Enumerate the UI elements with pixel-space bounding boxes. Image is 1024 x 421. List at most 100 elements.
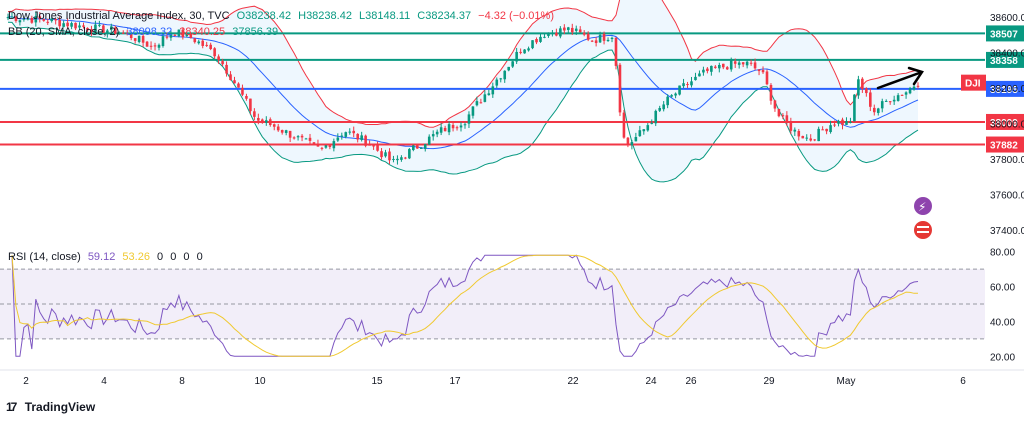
- candle[interactable]: [872, 107, 876, 113]
- candle[interactable]: [475, 101, 479, 106]
- candle[interactable]: [876, 108, 880, 113]
- candle[interactable]: [916, 85, 920, 87]
- candle[interactable]: [837, 120, 840, 124]
- candle[interactable]: [121, 32, 125, 34]
- candle[interactable]: [344, 132, 348, 137]
- candle[interactable]: [769, 84, 773, 101]
- candle[interactable]: [149, 45, 153, 47]
- candle[interactable]: [463, 124, 467, 126]
- candle[interactable]: [356, 133, 359, 140]
- candle[interactable]: [547, 32, 550, 36]
- candle[interactable]: [574, 28, 578, 31]
- arrow-annotation-icon[interactable]: [876, 66, 924, 90]
- candle[interactable]: [193, 38, 197, 43]
- candle[interactable]: [161, 36, 165, 47]
- candle[interactable]: [86, 27, 89, 31]
- candle[interactable]: [209, 44, 212, 50]
- candle[interactable]: [82, 25, 85, 27]
- candle[interactable]: [201, 40, 205, 46]
- candle[interactable]: [292, 137, 296, 139]
- candle[interactable]: [237, 83, 240, 88]
- candle[interactable]: [185, 32, 189, 36]
- candle[interactable]: [721, 63, 725, 68]
- candle[interactable]: [241, 87, 244, 95]
- candle[interactable]: [74, 22, 77, 29]
- candle[interactable]: [590, 40, 594, 42]
- candle[interactable]: [602, 33, 606, 41]
- candle[interactable]: [865, 88, 868, 94]
- candle[interactable]: [447, 124, 451, 133]
- candle[interactable]: [257, 117, 260, 121]
- candle[interactable]: [694, 76, 697, 81]
- candle[interactable]: [745, 61, 749, 66]
- candle[interactable]: [110, 26, 113, 30]
- candle[interactable]: [38, 16, 42, 19]
- candle[interactable]: [594, 40, 598, 44]
- candle[interactable]: [400, 157, 403, 160]
- candle[interactable]: [451, 124, 455, 129]
- candle[interactable]: [94, 24, 97, 33]
- candle[interactable]: [527, 48, 530, 51]
- candle[interactable]: [268, 119, 272, 126]
- rsi-legend[interactable]: RSI (14, close) 59.12 53.26 0 0 0 0: [8, 251, 207, 263]
- candle[interactable]: [189, 33, 193, 38]
- candle[interactable]: [610, 37, 614, 40]
- candle[interactable]: [455, 127, 459, 129]
- candle[interactable]: [491, 86, 495, 95]
- candle[interactable]: [733, 61, 737, 64]
- rsi-ma-line[interactable]: [11, 254, 919, 357]
- candle[interactable]: [849, 121, 852, 123]
- candle[interactable]: [233, 80, 236, 84]
- candle[interactable]: [626, 137, 630, 145]
- candle[interactable]: [543, 36, 546, 38]
- candle[interactable]: [531, 40, 534, 49]
- candle[interactable]: [829, 125, 832, 133]
- candle[interactable]: [245, 95, 248, 99]
- candle[interactable]: [622, 112, 626, 138]
- candle[interactable]: [364, 135, 367, 146]
- candle[interactable]: [908, 88, 912, 94]
- candle[interactable]: [304, 138, 308, 140]
- candle[interactable]: [423, 144, 427, 149]
- candle[interactable]: [22, 18, 26, 20]
- candle[interactable]: [90, 29, 93, 32]
- candle[interactable]: [869, 92, 872, 107]
- candle[interactable]: [435, 131, 439, 135]
- candle[interactable]: [392, 158, 395, 160]
- symbol-tag[interactable]: [961, 74, 986, 91]
- candle[interactable]: [682, 83, 685, 87]
- candle[interactable]: [884, 100, 888, 102]
- candle[interactable]: [50, 18, 54, 22]
- candle[interactable]: [165, 36, 169, 38]
- candle[interactable]: [900, 94, 904, 96]
- candle[interactable]: [845, 121, 848, 125]
- candle[interactable]: [280, 129, 284, 133]
- candle[interactable]: [741, 62, 745, 65]
- candle[interactable]: [793, 129, 797, 132]
- candle[interactable]: [670, 95, 673, 97]
- candle[interactable]: [324, 145, 328, 148]
- candle[interactable]: [419, 147, 423, 149]
- candle[interactable]: [181, 29, 185, 38]
- candle[interactable]: [706, 68, 709, 72]
- candle[interactable]: [904, 92, 908, 95]
- candle[interactable]: [169, 33, 173, 38]
- candle[interactable]: [507, 66, 510, 71]
- candle[interactable]: [384, 152, 387, 157]
- candle[interactable]: [348, 131, 352, 133]
- candle[interactable]: [129, 34, 133, 39]
- candle[interactable]: [853, 94, 856, 122]
- candle[interactable]: [368, 144, 371, 146]
- candle[interactable]: [459, 125, 463, 128]
- candle[interactable]: [729, 60, 733, 70]
- candle[interactable]: [650, 122, 654, 124]
- candle[interactable]: [801, 135, 805, 139]
- candle[interactable]: [563, 27, 566, 31]
- candle[interactable]: [157, 44, 161, 48]
- candle[interactable]: [404, 157, 407, 159]
- candle[interactable]: [857, 79, 860, 96]
- candle[interactable]: [495, 79, 499, 86]
- candle[interactable]: [320, 147, 324, 149]
- candle[interactable]: [352, 130, 356, 134]
- candle[interactable]: [221, 61, 224, 65]
